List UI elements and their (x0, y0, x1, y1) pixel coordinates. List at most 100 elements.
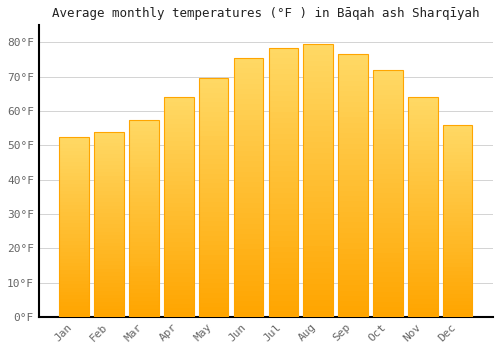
Bar (443, 267, 472, 271)
Bar (60, 148, 89, 151)
Bar (304, 213, 333, 219)
Bar (234, 203, 264, 208)
Bar (94, 287, 124, 291)
Bar (199, 78, 228, 317)
Bar (443, 294, 472, 298)
Bar (129, 132, 159, 135)
Bar (373, 94, 402, 99)
Bar (234, 151, 264, 156)
Bar (164, 238, 194, 242)
Bar (408, 203, 438, 207)
Bar (129, 171, 159, 175)
Bar (164, 246, 194, 251)
Bar (304, 262, 333, 268)
Bar (443, 301, 472, 305)
Bar (408, 308, 438, 313)
Bar (94, 276, 124, 280)
Bar (268, 215, 298, 220)
Bar (443, 278, 472, 282)
Bar (373, 174, 402, 178)
Bar (443, 213, 472, 217)
Bar (60, 252, 89, 256)
Bar (304, 82, 333, 88)
Bar (164, 119, 194, 124)
Bar (268, 268, 298, 274)
Bar (60, 241, 89, 245)
Bar (94, 309, 124, 313)
Bar (373, 262, 402, 267)
Bar (443, 178, 472, 182)
Bar (234, 130, 264, 135)
Bar (408, 246, 438, 251)
Bar (164, 124, 194, 128)
Bar (268, 258, 298, 263)
Bar (129, 202, 159, 206)
Bar (373, 70, 402, 317)
Bar (129, 277, 159, 281)
Bar (304, 93, 333, 99)
Bar (373, 312, 402, 317)
Bar (338, 138, 368, 143)
Bar (164, 290, 194, 295)
Bar (304, 153, 333, 159)
Bar (129, 273, 159, 277)
Bar (199, 298, 228, 302)
Bar (304, 181, 333, 186)
Bar (443, 198, 472, 202)
Bar (94, 228, 124, 232)
Bar (199, 178, 228, 183)
Bar (129, 124, 159, 127)
Bar (94, 191, 124, 195)
Bar (268, 236, 298, 241)
Bar (94, 284, 124, 287)
Bar (443, 217, 472, 221)
Bar (304, 88, 333, 93)
Bar (60, 155, 89, 158)
Bar (234, 94, 264, 99)
Bar (338, 212, 368, 217)
Bar (94, 158, 124, 161)
Bar (268, 123, 298, 128)
Bar (164, 225, 194, 229)
Bar (304, 306, 333, 312)
Bar (94, 187, 124, 191)
Bar (164, 150, 194, 154)
Bar (443, 271, 472, 274)
Bar (129, 258, 159, 261)
Bar (338, 86, 368, 91)
Bar (94, 261, 124, 265)
Bar (199, 250, 228, 255)
Bar (164, 146, 194, 150)
Bar (199, 183, 228, 188)
Bar (129, 266, 159, 270)
Bar (338, 254, 368, 259)
Bar (199, 284, 228, 288)
Bar (268, 85, 298, 91)
Bar (129, 305, 159, 309)
Bar (268, 112, 298, 118)
Bar (373, 178, 402, 183)
Bar (443, 209, 472, 213)
Bar (373, 297, 402, 302)
Bar (94, 258, 124, 261)
Bar (94, 143, 124, 146)
Bar (408, 233, 438, 238)
Bar (234, 234, 264, 239)
Bar (338, 290, 368, 296)
Bar (408, 198, 438, 203)
Bar (268, 279, 298, 285)
Bar (94, 239, 124, 243)
Bar (129, 234, 159, 238)
Bar (338, 128, 368, 133)
Bar (443, 167, 472, 171)
Bar (338, 107, 368, 112)
Bar (60, 238, 89, 241)
Bar (338, 91, 368, 96)
Bar (94, 198, 124, 202)
Bar (234, 135, 264, 141)
Bar (373, 267, 402, 272)
Bar (60, 248, 89, 252)
Bar (164, 163, 194, 168)
Bar (94, 209, 124, 213)
Bar (443, 186, 472, 190)
